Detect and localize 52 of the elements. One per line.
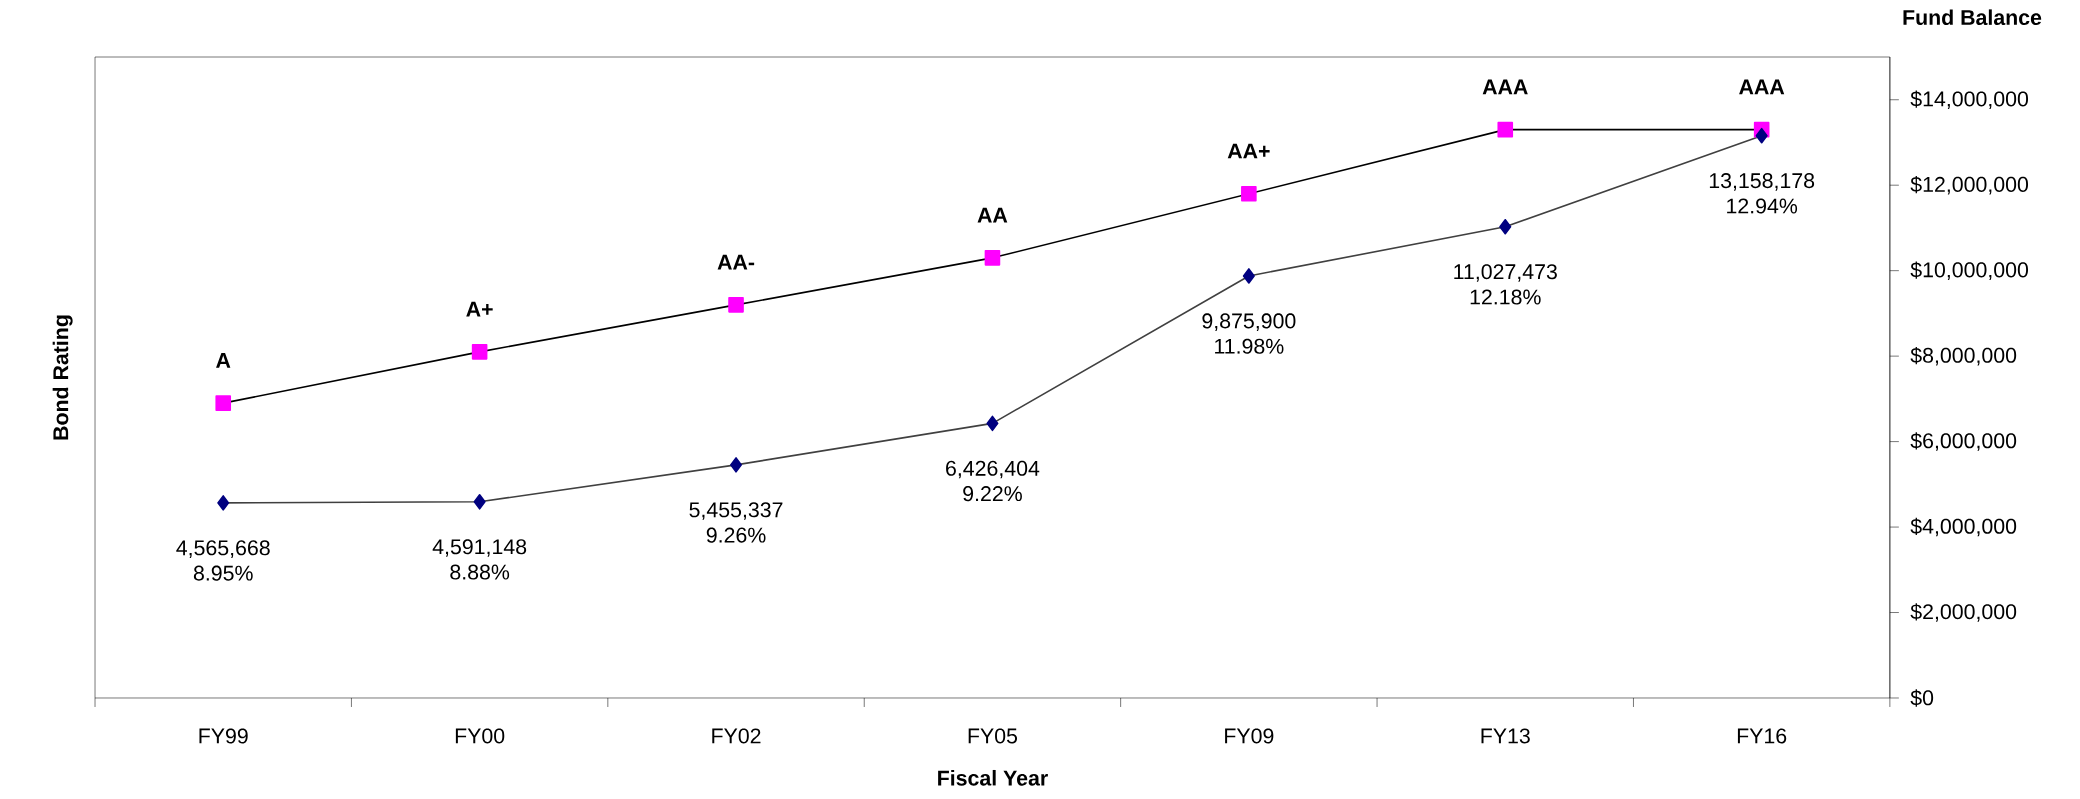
x-axis-title: Fiscal Year [938, 769, 1048, 786]
y2-tick-label: $0 [1910, 689, 1934, 707]
annotation: 8.95% [193, 565, 253, 581]
y2-tick-label: $2,000,000 [1910, 603, 2017, 622]
y2-tick-label: $4,000,000 [1910, 517, 2017, 537]
point [729, 457, 743, 473]
y2-tick-label: $14,000,000 [1910, 90, 2029, 109]
y2-axis-title: Fund Balance [1903, 9, 2042, 26]
y2-tick-label: $8,000,000 [1910, 346, 2017, 366]
point [1755, 127, 1768, 144]
point [1242, 268, 1255, 284]
x-tick-label: FY16 [1737, 728, 1787, 744]
data-label: AAA [1482, 79, 1528, 95]
data-label: 13,158,178 [1709, 173, 1815, 191]
annotation: 8.88% [450, 564, 510, 580]
data-label: 11,027,473 [1454, 264, 1557, 282]
annotation: 9.22% [963, 486, 1022, 502]
data-label: AAA [1739, 79, 1785, 95]
data-label: AA [977, 207, 1008, 223]
annotation: 12.94% [1727, 198, 1798, 214]
data-label: 4,591,148 [432, 539, 527, 557]
annotation: 9.26% [706, 527, 766, 543]
y2-tick-label: $6,000,000 [1910, 432, 2017, 451]
point [471, 344, 488, 360]
data-label: 6,426,404 [946, 460, 1040, 479]
point [473, 494, 486, 510]
point [984, 250, 1001, 266]
x-tick-label: FY09 [1225, 728, 1274, 744]
data-label: 4,565,668 [176, 540, 270, 558]
y2-tick-label: $10,000,000 [1910, 261, 2029, 280]
y-axis-title: Bond Rating [52, 315, 73, 440]
point [728, 297, 744, 313]
data-label: AA- [717, 254, 755, 270]
point [1499, 218, 1512, 235]
data-label: 5,455,337 [689, 502, 783, 520]
x-tick-label: FY00 [455, 728, 505, 744]
x-tick-label: FY02 [712, 728, 761, 744]
point [215, 395, 232, 411]
point [1497, 121, 1514, 138]
x-tick-label: FY99 [199, 728, 248, 744]
annotation: 12.18% [1470, 289, 1541, 305]
point [1241, 185, 1257, 202]
x-tick-label: FY13 [1481, 728, 1530, 744]
annotation: 11.98% [1215, 338, 1284, 354]
point [217, 495, 230, 511]
x-tick-label: FY05 [968, 728, 1018, 744]
data-label: AA+ [1227, 143, 1270, 159]
data-label: 9,875,900 [1202, 313, 1296, 331]
point [986, 415, 999, 432]
data-label: A+ [466, 301, 493, 317]
y2-tick-label: $12,000,000 [1910, 175, 2029, 195]
data-label: A [216, 353, 231, 368]
